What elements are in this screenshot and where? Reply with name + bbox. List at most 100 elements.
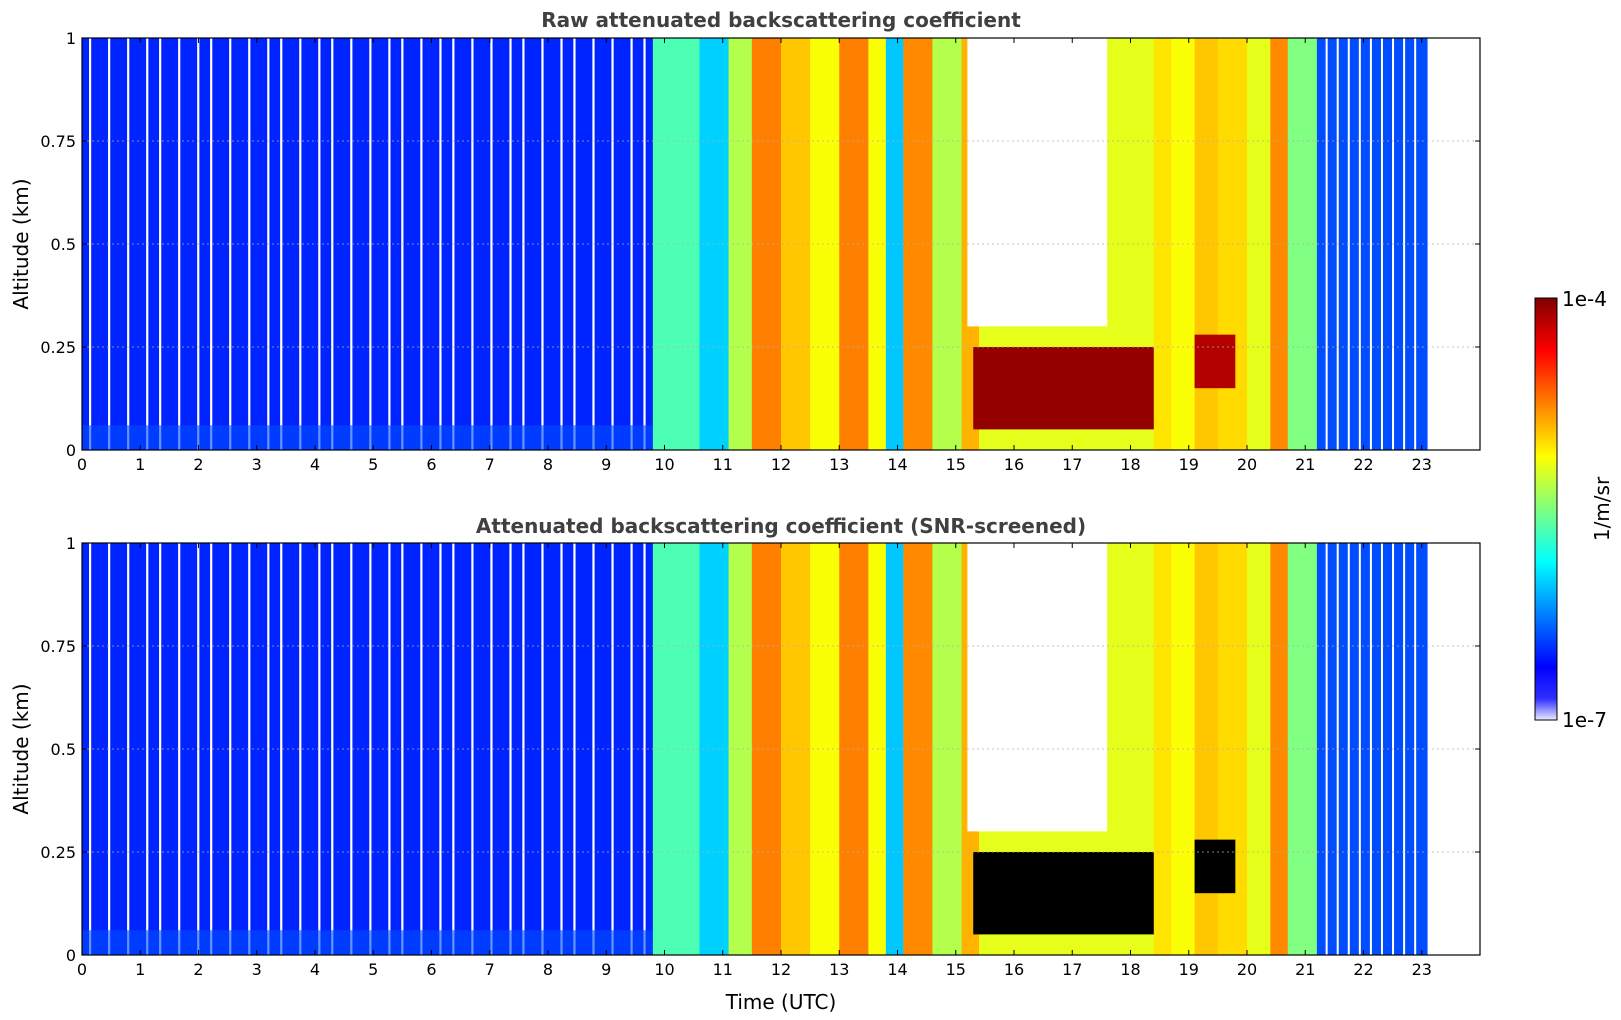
y-tick-label: 0 xyxy=(66,441,76,460)
x-tick-label: 7 xyxy=(485,960,495,979)
gap-stripe xyxy=(643,543,646,955)
y-tick-label: 1 xyxy=(66,534,76,553)
chart-title-snr: Attenuated backscattering coefficient (S… xyxy=(476,514,1086,538)
x-tick-label: 2 xyxy=(193,960,203,979)
x-tick-label: 23 xyxy=(1412,960,1432,979)
x-tick-label: 21 xyxy=(1295,960,1315,979)
x-tick-label: 13 xyxy=(829,455,849,474)
x-tick-label: 17 xyxy=(1062,960,1082,979)
y-tick-label: 0.25 xyxy=(40,843,76,862)
gap-stripe xyxy=(573,38,576,450)
heatmap-block xyxy=(751,38,782,450)
x-tick-label: 21 xyxy=(1295,455,1315,474)
x-tick-label: 0 xyxy=(77,455,87,474)
x-tick-label: 5 xyxy=(368,960,378,979)
colorbar-unit-label: 1/m/sr xyxy=(1590,476,1614,541)
x-tick-label: 16 xyxy=(1004,960,1024,979)
heatmap-block xyxy=(781,38,811,450)
gap-stripe xyxy=(108,38,111,450)
gap-stripe xyxy=(439,543,442,955)
chart-title-raw: Raw attenuated backscattering coefficien… xyxy=(541,8,1021,32)
x-tick-label: 9 xyxy=(601,960,611,979)
heatmap-block xyxy=(885,543,904,955)
x-tick-label: 3 xyxy=(252,455,262,474)
heatmap-block xyxy=(728,38,753,450)
surface-layer xyxy=(82,425,653,450)
gap-stripe xyxy=(1380,543,1383,955)
gap-stripe xyxy=(108,543,111,955)
y-tick-label: 0 xyxy=(66,946,76,965)
gap-stripe xyxy=(248,38,251,450)
gap-stripe xyxy=(560,543,563,955)
y-tick-label: 0.5 xyxy=(51,740,76,759)
x-tick-label: 11 xyxy=(713,960,733,979)
gap-stripe xyxy=(350,38,353,450)
y-axis-label-snr: Altitude (km) xyxy=(9,683,33,814)
gap-stripe xyxy=(229,38,232,450)
heatmap-block xyxy=(885,38,904,450)
gap-stripe xyxy=(280,38,283,450)
x-tick-label: 12 xyxy=(771,960,791,979)
x-tick-label: 9 xyxy=(601,455,611,474)
gap-stripe xyxy=(509,543,512,955)
gap-stripe xyxy=(1358,38,1361,450)
gap-stripe xyxy=(1414,38,1417,450)
x-tick-label: 7 xyxy=(485,455,495,474)
gap-stripe xyxy=(229,543,232,955)
gap-stripe xyxy=(388,38,391,450)
gap-stripe xyxy=(299,38,302,450)
x-tick-label: 11 xyxy=(713,455,733,474)
panel-raw: Raw attenuated backscattering coefficien… xyxy=(9,8,1481,474)
gap-stripe xyxy=(210,38,213,450)
x-tick-label: 8 xyxy=(543,960,553,979)
grid-raw xyxy=(82,140,1480,348)
gap-stripe xyxy=(630,38,633,450)
gap-stripe xyxy=(560,38,563,450)
x-tick-label: 23 xyxy=(1412,455,1432,474)
x-tick-label: 16 xyxy=(1004,455,1024,474)
gap-stripe xyxy=(1325,38,1328,450)
grid-snr xyxy=(82,645,1480,853)
heatmap-block xyxy=(751,543,782,955)
gap-stripe xyxy=(1358,543,1361,955)
gap-stripe xyxy=(1403,38,1406,450)
gap-stripe xyxy=(643,38,646,450)
x-tick-label: 18 xyxy=(1120,960,1140,979)
gap-stripe xyxy=(350,543,353,955)
heatmap-block xyxy=(699,38,730,450)
x-tick-label: 14 xyxy=(887,960,907,979)
panel-snr-screened: Attenuated backscattering coefficient (S… xyxy=(9,514,1481,1014)
gap-stripe xyxy=(1414,543,1417,955)
gap-stripe xyxy=(248,543,251,955)
gap-stripe xyxy=(509,38,512,450)
heatmap-block xyxy=(839,543,869,955)
y-axis-label-raw: Altitude (km) xyxy=(9,178,33,309)
heatmap-block xyxy=(699,543,730,955)
gap-stripe xyxy=(1380,38,1383,450)
gap-stripe xyxy=(1325,543,1328,955)
gap-stripe xyxy=(439,38,442,450)
x-tick-label: 6 xyxy=(426,960,436,979)
heatmap-snr xyxy=(82,543,1480,955)
gap-stripe xyxy=(369,543,372,955)
y-tick-label: 0.5 xyxy=(51,235,76,254)
colorbar-max-label: 1e-4 xyxy=(1562,287,1607,311)
x-tick-label: 8 xyxy=(543,455,553,474)
gap-stripe xyxy=(420,543,423,955)
x-tick-label: 15 xyxy=(946,455,966,474)
gap-stripe xyxy=(490,38,493,450)
x-tick-label: 6 xyxy=(426,455,436,474)
x-tick-label: 22 xyxy=(1353,960,1373,979)
x-tick-label: 4 xyxy=(310,455,320,474)
y-tick-label: 0.75 xyxy=(40,637,76,656)
missing-region xyxy=(967,38,1108,327)
y-tick-label: 0.75 xyxy=(40,132,76,151)
gap-stripe xyxy=(1369,38,1372,450)
x-tick-label: 10 xyxy=(654,455,674,474)
gap-stripe xyxy=(573,543,576,955)
x-tick-label: 20 xyxy=(1237,455,1257,474)
x-tick-label: 0 xyxy=(77,960,87,979)
heatmap-block xyxy=(839,38,869,450)
y-tick-label: 1 xyxy=(66,29,76,48)
